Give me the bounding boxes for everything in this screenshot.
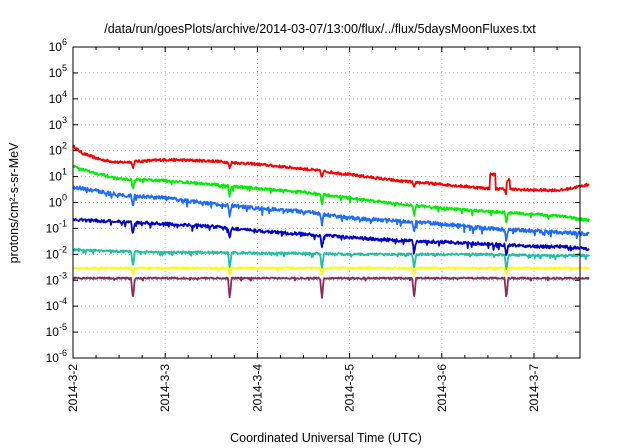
- y-tick-label: 100: [49, 193, 67, 210]
- series-line-6: [72, 266, 590, 277]
- series-line-2: [72, 164, 590, 224]
- y-axis-label: protons/cm²-s-sr-MeV: [7, 142, 21, 264]
- y-tick-label: 10-5: [46, 322, 67, 339]
- y-tick-label: 102: [49, 141, 67, 158]
- series-line-3: [72, 185, 590, 242]
- y-tick-label: 106: [49, 37, 67, 54]
- y-tick-label: 105: [49, 63, 67, 80]
- x-tick-label: 2014-3-3: [158, 364, 172, 412]
- y-axis-label-text: protons/cm²-s-sr-MeV: [7, 142, 21, 264]
- y-axis: 10-6 10-5 10-4 10-3 10-2 10-1 100 101 102 103 104 1…: [46, 37, 580, 365]
- x-axis-label: Coordinated Universal Time (UTC): [230, 431, 422, 445]
- x-tick-label: 2014-3-6: [435, 364, 449, 412]
- y-tick-label: 10-4: [46, 296, 67, 313]
- x-tick-label: 2014-3-5: [343, 364, 357, 412]
- series-line-1: [72, 144, 590, 196]
- y-tick-label: 104: [49, 89, 67, 106]
- y-tick-label: 10-3: [46, 270, 67, 287]
- y-tick-label: 10-2: [46, 244, 67, 261]
- y-tick-label: 103: [49, 115, 67, 132]
- x-tick-label: 2014-3-4: [250, 364, 264, 412]
- series-line-5: [72, 247, 590, 271]
- x-axis: 2014-3-2 2014-3-3 2014-3-4 2014-3-5 2014-3-6…: [66, 47, 558, 412]
- y-tick-label: 101: [49, 167, 67, 184]
- y-tick-label: 10-6: [46, 348, 67, 365]
- series-line-7: [72, 276, 590, 299]
- chart-title: /data/run/goesPlots/archive/2014-03-07/1…: [104, 22, 536, 36]
- x-tick-label: 2014-3-7: [527, 364, 541, 412]
- series-line-4: [72, 217, 590, 257]
- series-layer: [72, 144, 590, 299]
- gridlines: [73, 47, 580, 358]
- y-tick-label: 10-1: [46, 218, 67, 235]
- x-tick-label: 2014-3-2: [66, 364, 80, 412]
